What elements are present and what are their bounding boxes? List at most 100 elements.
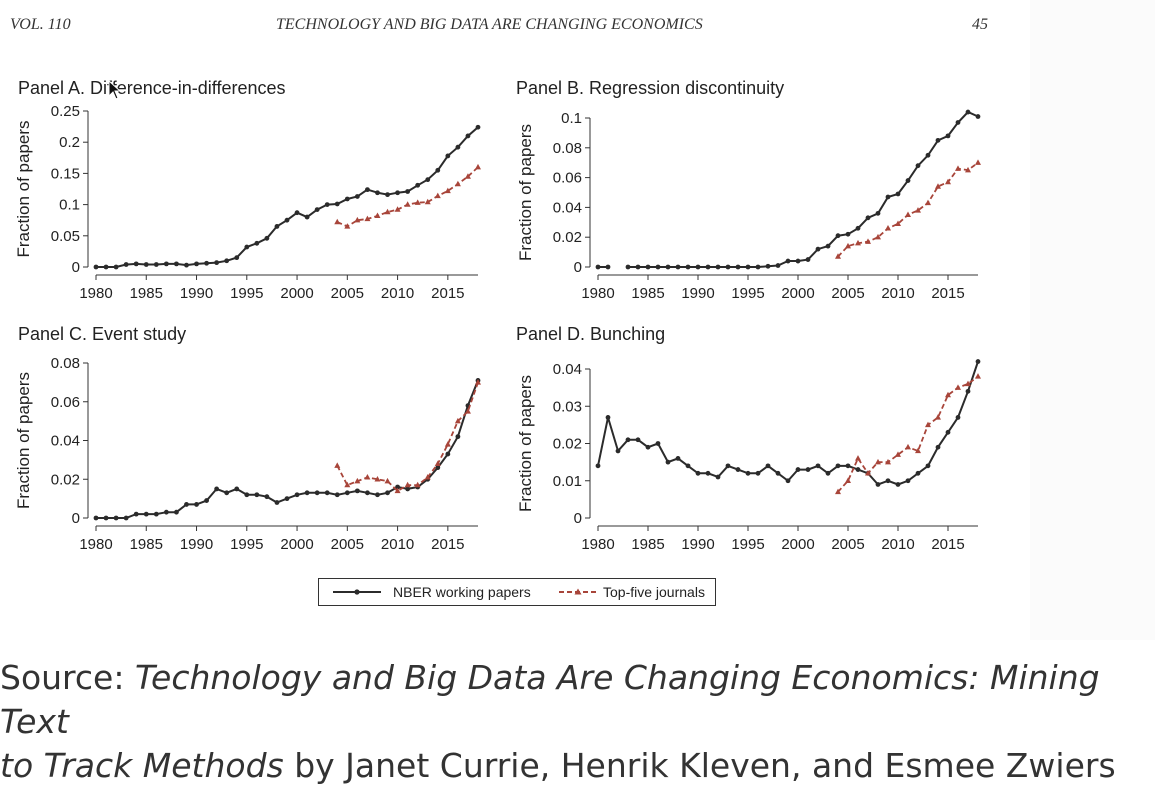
source-title-line1: Technology and Big Data Are Changing Eco… — [0, 658, 1100, 741]
panel-d-top5-point — [855, 455, 861, 461]
panel-b-nber-point — [695, 264, 701, 270]
charts-figure: 0 0.05 0.1 0.15 0.2 0.25 1980 1985 1990 1995 2000 2… — [14, 103, 981, 553]
panel-d-nber-point — [655, 441, 661, 446]
panel-a-top5-point — [404, 201, 411, 207]
panel-a-nber-point — [395, 190, 400, 196]
panel-a-nber-point — [103, 264, 109, 270]
panel-d-nber-point — [645, 444, 651, 450]
panel-d-nber-point — [875, 482, 881, 487]
panel-d-title: Panel D. Bunching — [516, 324, 666, 344]
panel-c-nber-point — [113, 515, 119, 521]
page-margin — [1030, 0, 1155, 640]
panel-a-top5-point — [464, 173, 471, 179]
panel-b-nber-point — [875, 210, 881, 216]
panel-c-nber-point — [365, 490, 370, 496]
panel-d-nber-point — [605, 415, 611, 420]
panel-c-nber-point — [224, 490, 230, 496]
volume-label: VOL. 110 — [10, 16, 71, 33]
panel-b-top5-point — [875, 233, 881, 240]
panel-d-nber-point — [765, 463, 771, 469]
panel-b-nber-point — [625, 264, 631, 270]
panel-a-y-tick-label: 0.05 — [51, 228, 80, 245]
panel-c-x-tick-label: 1980 — [79, 536, 112, 553]
panel-b-nber-point — [935, 137, 941, 143]
panel-b-nber-point — [845, 231, 851, 237]
panel-a-nber-point — [304, 214, 310, 220]
panel-b-nber-point — [755, 264, 761, 270]
panel-b-y-tick-label: 0.08 — [553, 140, 582, 157]
panel-c-y-tick-label: 0.02 — [51, 471, 80, 488]
panel-d-nber-point — [595, 463, 601, 469]
panel-a-y-tick-label: 0.15 — [51, 165, 80, 182]
panel-d-nber-point — [675, 456, 681, 461]
panel-a-top5-point — [334, 218, 341, 225]
panel-b-top5-point — [845, 242, 851, 249]
panel-d-nber-point — [665, 459, 671, 465]
panel-b-nber-point — [905, 178, 911, 183]
panel-d-x-tick-label: 1985 — [631, 536, 664, 553]
panel-a-nber-point — [204, 260, 209, 266]
panel-b-top5-point — [955, 165, 961, 171]
panel-d-top5-point — [945, 391, 951, 398]
panel-b-nber-point — [925, 152, 931, 158]
legend-nber-marker — [354, 589, 360, 595]
panel-c-top5-point — [344, 481, 351, 488]
panel-d-nber-point — [825, 470, 831, 476]
panel-b-nber-point — [605, 264, 611, 270]
panel-c-y-tick-label: 0.04 — [51, 433, 80, 450]
panel-d-nber-point — [695, 470, 701, 476]
panel-d-nber-point — [635, 437, 641, 443]
panel-b-nber-point — [865, 215, 871, 221]
panel-a-nber-point — [143, 262, 149, 267]
panel-a-nber-point — [415, 182, 421, 188]
panel-c-nber-point — [174, 509, 179, 515]
panel-d-nber-line — [597, 361, 979, 486]
panel-b-nber-point — [735, 264, 741, 270]
panel-b-x-tick-label: 2005 — [831, 285, 864, 302]
panel-a-nber-point — [214, 260, 220, 266]
panel-c-nber-point — [375, 492, 380, 498]
source-caption: Source: Technology and Big Data Are Chan… — [0, 656, 1150, 788]
panel-a-nber-point — [244, 244, 250, 250]
panel-b-nber-point — [715, 264, 721, 270]
panel-c-x-tick-label: 2005 — [331, 536, 364, 553]
panel-d-y-tick-label: 0.01 — [553, 473, 582, 490]
legend-top5-marker — [574, 588, 582, 595]
panel-c-nber-point — [284, 496, 290, 502]
panel-a-nber-point — [385, 192, 390, 198]
panel-b-top5-point — [925, 199, 931, 206]
panel-b-nber-line — [628, 110, 979, 268]
panel-c-nber-point — [405, 486, 411, 492]
panel-c-top5-point — [364, 474, 371, 480]
panel-a-nber-point — [375, 190, 380, 196]
panel-a-top5-point — [394, 206, 401, 212]
panel-c-y-tick-label: 0 — [72, 510, 80, 527]
panel-a-nber-point — [334, 201, 340, 207]
panel-a-nber-point — [435, 167, 441, 173]
panel-a-top5-point — [364, 215, 371, 222]
panel-c-nber-point — [184, 502, 189, 507]
panel-b-x-tick-label: 1990 — [681, 285, 714, 302]
panel-a-nber-point — [294, 210, 300, 216]
panel-c-nber-point — [204, 498, 209, 503]
panel-b-y-axis-title: Fraction of papers — [516, 124, 535, 261]
panel-a-y-tick-label: 0.1 — [59, 197, 80, 214]
panel-c-nber-point — [244, 492, 250, 498]
panel-d-nber-point — [735, 467, 741, 472]
panel-d-x-tick-label: 2015 — [931, 536, 964, 553]
panel-b-nber-point — [685, 264, 691, 270]
panel-d-x-tick-label: 2005 — [831, 536, 864, 553]
panel-a-nber-point — [274, 224, 280, 229]
panel-d-nber-point — [885, 478, 891, 484]
panel-b-y-tick-label: 0.04 — [553, 199, 582, 216]
panel-c-nber-point — [264, 494, 270, 500]
panel-a-nber-point — [123, 262, 129, 267]
panel-b-nber-point — [855, 225, 861, 231]
panel-b-nber-point — [955, 120, 961, 125]
panel-c-top5-point — [384, 477, 391, 484]
panel-b-nber-point — [725, 264, 731, 270]
panel-a-nber-point — [93, 264, 99, 270]
panel-d-nber-point — [685, 463, 691, 469]
panel-d-top5-point — [875, 458, 881, 465]
panel-d-y-axis-title: Fraction of papers — [516, 375, 535, 512]
